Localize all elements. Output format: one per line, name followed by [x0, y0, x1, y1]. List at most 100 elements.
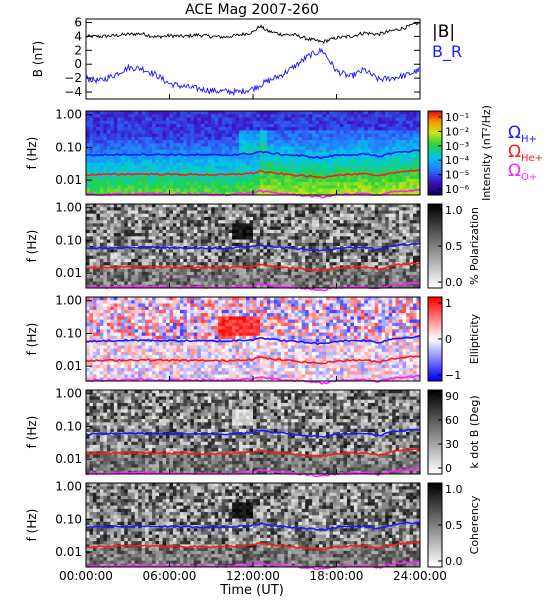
heatmap-cell: [148, 188, 153, 193]
heatmap-cell: [235, 204, 240, 208]
heatmap-cell: [294, 252, 299, 257]
heatmap-cell: [235, 130, 240, 135]
heatmap-cell: [134, 258, 139, 263]
heatmap-cell: [294, 226, 299, 231]
heatmap-cell: [322, 127, 327, 131]
heatmap-cell: [179, 182, 184, 186]
heatmap-cell: [395, 249, 400, 253]
heatmap-cell: [197, 120, 202, 125]
heatmap-cell: [162, 255, 167, 260]
heatmap-cell: [381, 229, 386, 234]
heatmap-cell: [305, 136, 310, 141]
heatmap-cell: [96, 182, 101, 186]
heatmap-cell: [378, 140, 383, 144]
heatmap-cell: [110, 226, 115, 231]
heatmap-cell: [148, 185, 153, 189]
heatmap-cell: [204, 169, 209, 173]
heatmap-cell: [120, 207, 125, 211]
heatmap-cell: [346, 229, 351, 234]
heatmap-cell: [190, 169, 195, 173]
heatmap-cell: [117, 146, 122, 151]
heatmap-cell: [374, 188, 379, 193]
heatmap-cell: [145, 146, 150, 151]
heatmap-cell: [120, 229, 125, 234]
heatmap-cell: [388, 130, 393, 135]
heatmap-cell: [336, 162, 341, 167]
heatmap-cell: [145, 111, 150, 115]
heatmap-cell: [291, 258, 296, 263]
heatmap-cell: [169, 191, 174, 196]
heatmap-cell: [228, 207, 233, 211]
heatmap-cell: [186, 258, 191, 263]
heatmap-cell: [308, 127, 313, 131]
heatmap-cell: [197, 207, 202, 211]
heatmap-cell: [162, 165, 167, 170]
heatmap-cell: [169, 242, 174, 247]
heatmap-cell: [204, 236, 209, 240]
heatmap-cell: [207, 162, 212, 167]
heatmap-cell: [339, 242, 344, 247]
heatmap-cell: [200, 143, 205, 147]
heatmap-cell: [339, 213, 344, 218]
heatmap-cell: [266, 182, 271, 186]
heatmap-cell: [92, 255, 97, 260]
heatmap-cell: [162, 275, 167, 279]
heatmap-cell: [218, 233, 223, 237]
heatmap-cell: [378, 216, 383, 221]
heatmap-cell: [308, 162, 313, 167]
heatmap-cell: [124, 178, 129, 183]
heatmap-cell: [249, 204, 254, 208]
heatmap-cell: [99, 191, 104, 196]
heatmap-cell: [333, 236, 337, 240]
heatmap-cell: [86, 242, 90, 247]
heatmap-cell: [106, 178, 111, 183]
heatmap-cell: [127, 229, 132, 234]
colorbar-swatch: [428, 140, 442, 143]
heatmap-cell: [388, 165, 393, 170]
heatmap-cell: [246, 226, 250, 231]
heatmap-cell: [378, 123, 383, 128]
heatmap-cell: [308, 165, 313, 170]
heatmap-cell: [214, 252, 219, 257]
heatmap-cell: [273, 146, 278, 151]
heatmap-cell: [291, 252, 296, 257]
heatmap-cell: [360, 252, 365, 257]
heatmap-cell: [134, 114, 139, 118]
heatmap-cell: [186, 210, 191, 215]
heatmap-cell: [221, 220, 226, 224]
heatmap-cell: [322, 284, 327, 289]
heatmap-cell: [127, 136, 132, 141]
heatmap-cell: [131, 255, 136, 260]
heatmap-cell: [402, 207, 407, 211]
heatmap-cell: [294, 223, 299, 228]
heatmap-cell: [294, 265, 299, 270]
heatmap-cell: [336, 223, 341, 228]
colorbar-swatch: [428, 117, 442, 120]
heatmap-cell: [360, 281, 365, 286]
heatmap-cell: [207, 165, 212, 170]
heatmap-cell: [232, 185, 237, 189]
heatmap-cell: [190, 117, 195, 122]
heatmap-cell: [211, 111, 216, 115]
heatmap-cell: [131, 185, 136, 189]
heatmap-cell: [179, 162, 184, 167]
heatmap-cell: [242, 169, 247, 173]
heatmap-cell: [374, 284, 379, 289]
heatmap-cell: [190, 255, 195, 260]
heatmap-cell: [388, 258, 393, 263]
heatmap-cell: [294, 268, 299, 273]
heatmap-cell: [235, 220, 240, 224]
colorbar-tick-label: 10⁻¹: [445, 111, 469, 124]
heatmap-cell: [336, 249, 341, 253]
heatmap-cell: [159, 162, 163, 167]
heatmap-cell: [371, 140, 376, 144]
heatmap-cell: [92, 229, 97, 234]
heatmap-cell: [315, 133, 320, 138]
heatmap-cell: [176, 120, 181, 125]
heatmap-cell: [92, 226, 97, 231]
heatmap-cell: [246, 178, 250, 183]
heatmap-cell: [371, 210, 376, 215]
heatmap-cell: [346, 213, 351, 218]
heatmap-cell: [221, 127, 226, 131]
heatmap-cell: [374, 191, 379, 196]
